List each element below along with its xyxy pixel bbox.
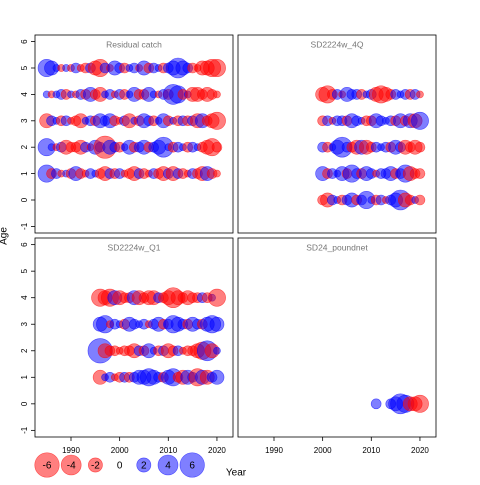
legend-bubble [34,452,60,478]
legend-label: -2 [91,461,100,472]
legend-bubble [60,454,82,476]
x-tick-label: 2020 [411,446,429,455]
y-tick-label: 5 [20,268,29,273]
y-tick-label: 3 [20,118,29,123]
y-axis-label: Age [0,227,10,245]
x-tick-label: 2010 [159,446,177,455]
panel-frame [237,237,437,438]
panel-title: SD2224w_4Q [311,39,364,49]
x-tick-label: 2000 [314,446,332,455]
y-tick-label: 2 [20,144,29,149]
x-tick-label: 1990 [265,446,283,455]
bubble [410,111,429,130]
legend-label: -4 [67,461,76,472]
x-axis-label: Year [226,468,247,479]
bubble [213,346,221,355]
y-tick-label: 6 [20,39,29,44]
y-tick-label: -1 [20,426,29,434]
bubble [213,90,221,99]
panel-frame [34,34,234,234]
legend-label: 2 [141,461,147,472]
y-tick-label: 4 [20,295,29,300]
legend-label: -6 [43,461,52,472]
y-tick-label: 0 [20,197,29,202]
bubble [414,168,426,179]
legend-label: 6 [189,461,195,472]
y-tick-label: 5 [20,65,29,70]
x-tick-label: 2020 [208,446,226,455]
panel-frame [34,237,234,438]
bubble [211,141,223,153]
x-tick-label: 2010 [362,446,380,455]
bubble [416,90,424,99]
bubble [207,288,226,307]
y-tick-label: 1 [20,171,29,176]
x-tick-label: 1990 [62,446,80,455]
y-tick-label: 1 [20,375,29,380]
y-tick-label: 0 [20,401,29,406]
bubble [213,169,221,178]
y-tick-label: 6 [20,242,29,247]
bubble [209,369,225,385]
bubble [414,194,426,206]
bubble [209,316,225,332]
legend-label: 0 [117,461,123,472]
y-tick-label: 2 [20,348,29,353]
legend-bubble [179,452,205,478]
y-tick-label: -1 [20,222,29,230]
bubble [410,394,429,413]
bubble [207,111,226,130]
panel-title: Residual catch [106,39,162,49]
legend-bubble [157,454,179,476]
bubble [207,59,226,77]
bubble [414,141,426,153]
y-tick-label: 3 [20,321,29,326]
legend-label: 4 [165,461,171,472]
panel-title: SD24_poundnet [306,242,368,252]
x-tick-label: 2000 [111,446,129,455]
panel-title: SD2224w_Q1 [108,242,161,252]
bubble [370,398,382,410]
y-tick-label: 4 [20,92,29,97]
legend-bubble [88,457,103,473]
legend-bubble [136,457,152,473]
panel-frame [237,34,437,234]
